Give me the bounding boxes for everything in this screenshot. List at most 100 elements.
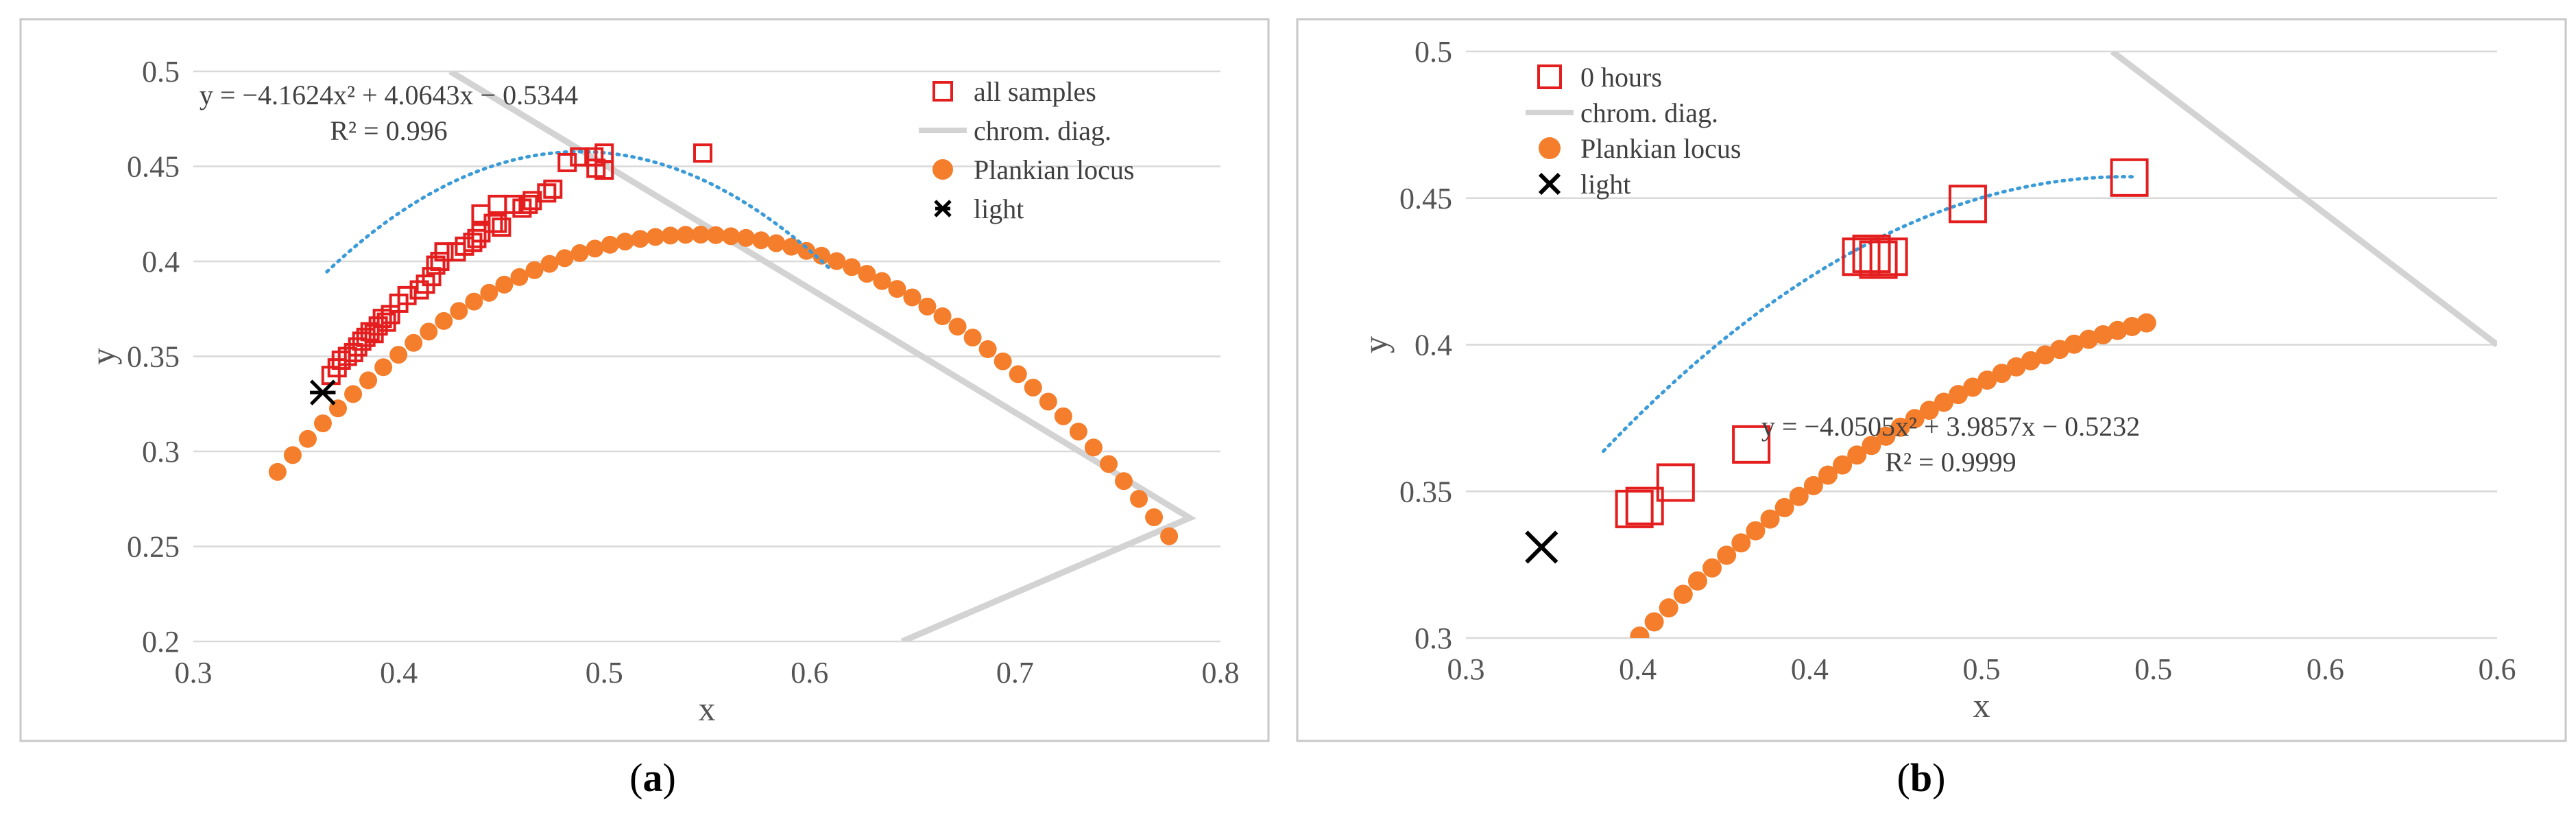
y-tick-label: 0.4	[142, 245, 180, 279]
locus-point	[858, 265, 876, 283]
y-tick-label: 0.5	[1415, 35, 1452, 69]
locus-point	[359, 371, 378, 390]
locus-point	[1145, 508, 1164, 526]
locus-point	[828, 252, 846, 270]
locus-point	[374, 358, 393, 377]
locus-point	[298, 429, 317, 448]
legend-swatch	[1537, 64, 1562, 89]
locus-point	[1114, 472, 1133, 491]
caption-b: (b)	[1897, 755, 1946, 800]
locus-point	[1630, 626, 1650, 638]
locus-point	[435, 311, 453, 330]
y-axis-label: y	[1356, 336, 1395, 353]
locus-point	[631, 230, 649, 248]
chrom-diag-line	[448, 71, 1196, 641]
locus-point	[752, 231, 771, 250]
y-tick-label: 0.4	[1415, 329, 1452, 362]
sample-point	[1869, 237, 1908, 276]
legend-label: chrom. diag.	[974, 115, 1111, 146]
legend-swatch	[1538, 172, 1561, 196]
locus-point	[1934, 392, 1953, 412]
sample-point	[1656, 463, 1695, 502]
locus-point	[1876, 426, 1896, 446]
locus-point	[405, 333, 423, 352]
locus-point	[918, 297, 937, 316]
sample-point	[584, 147, 604, 167]
locus-point	[1774, 497, 1794, 517]
legend-swatch	[932, 159, 953, 180]
sample-point	[570, 147, 590, 167]
legend-swatch	[1539, 137, 1561, 159]
locus-point	[495, 275, 514, 294]
locus-point	[1024, 378, 1042, 397]
sample-point	[487, 213, 507, 233]
locus-point	[2122, 316, 2142, 336]
fit-equation: y = −4.1624x² + 4.0643x − 0.5344	[200, 80, 578, 110]
sample-point	[543, 179, 563, 199]
caption-a: (a)	[629, 755, 676, 800]
locus-point	[888, 280, 906, 298]
locus-point	[1862, 436, 1881, 456]
x-tick-label: 0.4	[380, 656, 418, 689]
locus-point	[616, 233, 634, 251]
sample-point	[397, 285, 417, 305]
locus-point	[1054, 407, 1072, 425]
sample-point	[1615, 489, 1654, 528]
locus-point	[1702, 558, 1722, 578]
locus-point	[1818, 465, 1838, 485]
x-axis-label: x	[699, 689, 716, 728]
y-tick-label: 0.3	[1415, 622, 1452, 655]
legend-label: 0 hours	[1580, 62, 1662, 93]
locus-point	[1992, 364, 2012, 384]
legend-label: chrom. diag.	[1580, 97, 1718, 128]
locus-point	[1099, 455, 1118, 473]
locus-point	[646, 228, 664, 246]
locus-point	[797, 241, 816, 260]
plot-area	[268, 71, 1196, 641]
locus-point	[1673, 585, 1693, 604]
locus-point	[1949, 385, 1969, 405]
locus-point	[1130, 490, 1148, 508]
sample-point	[1625, 486, 1664, 526]
locus-point	[1977, 370, 1997, 390]
locus-point	[948, 318, 967, 336]
x-tick-label: 0.7	[996, 656, 1034, 689]
chart-a: 0.2 0.25 0.3 0.35 0.4 0.45 0.5 0.3 0.4 0.5 0.6 0.7 0…	[19, 18, 1270, 742]
locus-point	[1963, 377, 1983, 397]
y-tick-label: 0.5	[142, 55, 180, 88]
x-tick-label: 0.5	[1963, 652, 2001, 686]
sample-point	[557, 152, 577, 172]
locus-point	[1160, 527, 1179, 545]
locus-point	[676, 226, 695, 244]
fit-r-squared: R² = 0.996	[330, 115, 447, 146]
locus-point	[1731, 533, 1751, 553]
locus-point	[2093, 324, 2113, 344]
locus-point	[691, 226, 710, 244]
y-tick-label: 0.35	[127, 340, 180, 374]
panel-b: 0.3 0.35 0.4 0.45 0.5 0.3 0.4 0.4 0.5 0.5 0.6 0.6 x y…	[1289, 0, 2576, 751]
x-tick-label: 0.6	[791, 656, 828, 689]
sample-point	[434, 242, 454, 262]
sample-point	[537, 183, 557, 203]
fit-equation: y = −4.0505x² + 3.9857x − 0.5232	[1761, 411, 2140, 442]
locus-point	[2136, 313, 2156, 333]
locus-point	[389, 346, 408, 364]
legend-swatch	[932, 81, 953, 102]
y-tick-label: 0.45	[1399, 182, 1452, 215]
locus-point	[313, 414, 332, 433]
locus-point	[344, 385, 363, 403]
locus-point	[2079, 329, 2099, 349]
legend-label: Plankian locus	[974, 154, 1134, 185]
x-tick-label: 0.5	[2134, 652, 2172, 686]
locus-point	[420, 322, 438, 341]
sample-point	[467, 228, 487, 248]
locus-point	[2021, 351, 2041, 370]
locus-point	[1717, 545, 1737, 565]
locus-point	[978, 340, 997, 358]
x-tick-label: 0.4	[1791, 652, 1829, 686]
x-tick-label: 0.3	[175, 656, 213, 689]
x-axis-label: x	[1973, 686, 1990, 724]
locus-point	[1833, 455, 1853, 475]
locus-point	[555, 249, 574, 268]
sample-point	[693, 143, 713, 163]
